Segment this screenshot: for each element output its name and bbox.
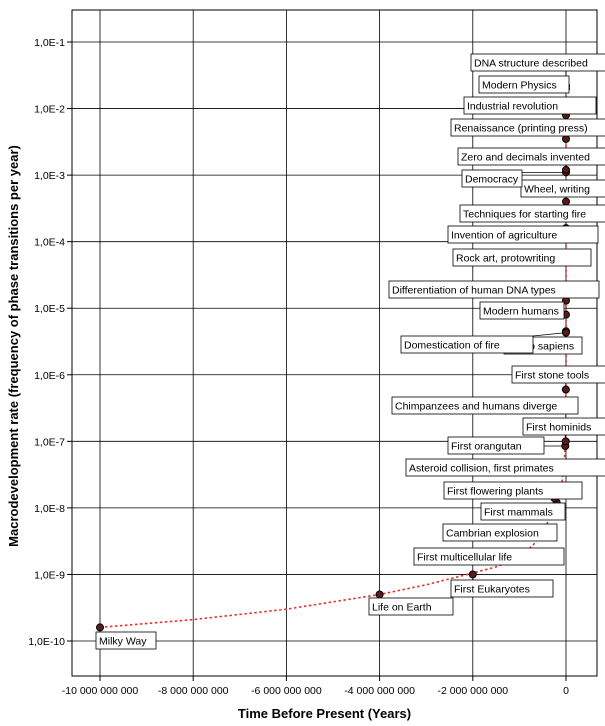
point-label: Life on Earth bbox=[372, 602, 432, 614]
x-tick-label: -2 000 000 000 bbox=[437, 685, 508, 697]
data-point bbox=[561, 385, 570, 394]
point-label-box bbox=[388, 280, 600, 299]
point-label-box bbox=[452, 248, 592, 267]
y-tick-label: 1,0E-9 bbox=[34, 569, 65, 581]
point-label: Differentiation of human DNA types bbox=[392, 285, 556, 297]
point-label: Wheel, writing bbox=[524, 184, 590, 196]
data-point bbox=[96, 623, 104, 632]
point-label-box bbox=[400, 335, 534, 354]
data-point bbox=[561, 197, 570, 206]
point-label-box bbox=[479, 301, 565, 320]
y-tick-label: 1,0E-7 bbox=[34, 436, 65, 448]
point-label-box bbox=[478, 75, 570, 94]
point-label: Industrial revolution bbox=[467, 101, 558, 113]
y-tick-label: 1,0E-3 bbox=[34, 170, 65, 182]
x-tick-label: 0 bbox=[563, 685, 569, 697]
y-tick-label: 1,0E-5 bbox=[34, 303, 65, 315]
point-label-box bbox=[457, 147, 605, 166]
y-tick-label: 1,0E-8 bbox=[34, 503, 65, 515]
data-point bbox=[561, 328, 570, 337]
x-axis-ticks: -10 000 000 000 -8 000 000 000 -6 000 000 … bbox=[62, 676, 569, 697]
y-tick-label: 1,0E-10 bbox=[28, 636, 65, 648]
point-label-box bbox=[463, 96, 597, 115]
data-point bbox=[561, 165, 570, 174]
data-point bbox=[561, 437, 570, 446]
point-label-box bbox=[522, 417, 605, 436]
point-label: Domestication of fire bbox=[404, 340, 500, 352]
point-label-box bbox=[95, 631, 157, 650]
y-axis-ticks: 1,0E-10 1,0E-9 1,0E-8 1,0E-7 1,0E-6 1,0E-5 1,0… bbox=[28, 37, 72, 648]
point-label-box bbox=[520, 179, 605, 198]
point-label-box bbox=[450, 118, 605, 137]
point-label-box bbox=[447, 436, 545, 455]
point-label: Chimpanzees and humans diverge bbox=[395, 401, 557, 413]
point-label: Milky Way bbox=[99, 636, 147, 648]
point-label-box bbox=[443, 481, 583, 500]
y-tick-label: 1,0E-2 bbox=[34, 104, 65, 116]
point-label: Cambrian explosion bbox=[446, 528, 539, 540]
point-label-box bbox=[511, 365, 605, 384]
point-label: Modern Physics bbox=[482, 80, 557, 92]
point-label: First Eukaryotes bbox=[454, 584, 530, 596]
point-label: DNA structure described bbox=[474, 58, 588, 70]
point-label-box bbox=[470, 53, 605, 72]
point-label: Renaissance (printing press) bbox=[454, 123, 588, 135]
point-label: First hominids bbox=[526, 422, 591, 434]
point-label: Zero and decimals invented bbox=[461, 152, 590, 164]
x-axis-title: Time Before Present (Years) bbox=[238, 706, 411, 721]
point-label-box bbox=[413, 547, 565, 566]
y-tick-label: 1,0E-1 bbox=[34, 37, 65, 49]
y-axis-title: Macrodevelopment rate (frequency of phas… bbox=[6, 145, 21, 547]
x-tick-label: -4 000 000 000 bbox=[344, 685, 415, 697]
point-label-box bbox=[480, 502, 566, 521]
x-tick-label: -6 000 000 000 bbox=[251, 685, 322, 697]
point-label-box bbox=[368, 597, 454, 616]
point-label: Modern humans bbox=[483, 306, 559, 318]
point-label-box bbox=[405, 458, 605, 477]
point-labels: Milky Way Life on Earth First Eukaryotes Fi… bbox=[95, 53, 605, 650]
point-label: Asteroid collision, first primates bbox=[409, 463, 554, 475]
point-label: Democracy bbox=[465, 174, 519, 186]
point-label: First mammals bbox=[484, 507, 553, 519]
point-label-box bbox=[447, 225, 599, 244]
point-label-box bbox=[442, 523, 558, 542]
point-label: First multicellular life bbox=[417, 552, 512, 564]
data-point bbox=[375, 590, 384, 599]
data-point bbox=[562, 134, 570, 143]
point-label-box bbox=[461, 169, 523, 188]
point-label: First flowering plants bbox=[447, 486, 543, 498]
x-tick-label: -8 000 000 000 bbox=[158, 685, 229, 697]
plot-area-frame bbox=[71, 9, 598, 677]
y-tick-label: 1,0E-4 bbox=[34, 237, 65, 249]
point-label: Rock art, protowriting bbox=[456, 253, 555, 265]
point-label-box bbox=[450, 579, 554, 598]
point-label: Techniques for starting fire bbox=[463, 209, 586, 221]
y-tick-label: 1,0E-6 bbox=[34, 370, 65, 382]
data-point bbox=[468, 570, 477, 579]
point-label: First stone tools bbox=[515, 370, 589, 382]
point-label: First orangutan bbox=[451, 441, 522, 453]
x-tick-label: -10 000 000 000 bbox=[62, 685, 139, 697]
point-label-box bbox=[459, 204, 605, 223]
point-label: Invention of agriculture bbox=[451, 230, 557, 242]
point-label-box bbox=[391, 396, 579, 415]
annotation-leader bbox=[532, 332, 567, 337]
